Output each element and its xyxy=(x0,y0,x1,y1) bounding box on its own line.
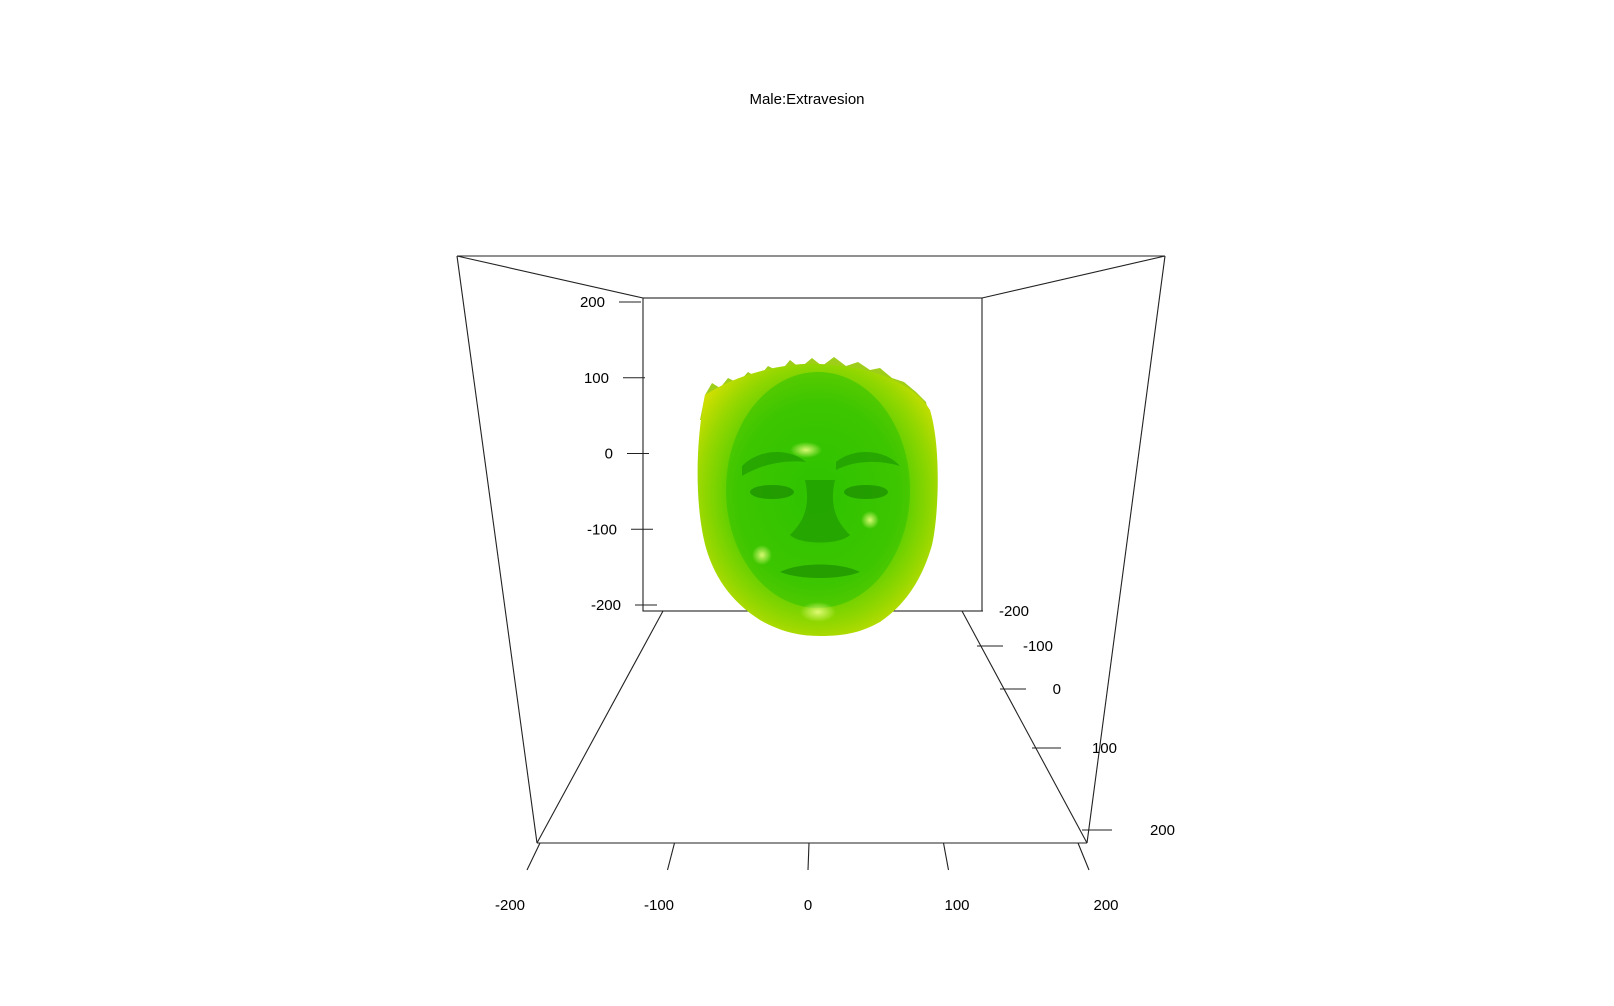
box-edge-tl xyxy=(456,255,644,299)
bounding-box xyxy=(456,255,1166,844)
x-axis-tick xyxy=(807,842,810,871)
x-axis-tick-label: 0 xyxy=(804,897,812,914)
cheek-shine-left xyxy=(752,545,772,565)
box-outer-right xyxy=(1086,255,1166,844)
x-axis-tick xyxy=(526,842,541,871)
z-axis-tick-label: 200 xyxy=(580,294,605,311)
x-axis-tick xyxy=(1077,842,1090,871)
box-edge-br xyxy=(961,610,1088,844)
z-axis-tick-label: -100 xyxy=(587,521,617,538)
y-axis-tick-label: -200 xyxy=(999,603,1029,620)
box-outer-left xyxy=(456,255,538,844)
cheek-shine-right xyxy=(861,511,879,529)
eye-right xyxy=(844,485,888,499)
z-axis-tick-label: 0 xyxy=(605,446,613,463)
nose xyxy=(790,480,850,543)
x-axis-tick-label: -100 xyxy=(644,897,674,914)
chart-title: Male:Extravesion xyxy=(749,91,864,108)
chin-shine xyxy=(800,602,836,622)
z-axis-tick-label: -200 xyxy=(591,597,621,614)
face-surface xyxy=(697,357,938,636)
x-axis-tick xyxy=(666,842,676,871)
x-axis-tick-label: 100 xyxy=(944,897,969,914)
y-axis-tick-label: -100 xyxy=(1023,638,1053,655)
mouth xyxy=(780,564,860,578)
forehead-shine xyxy=(790,442,822,458)
y-axis-tick-label: 200 xyxy=(1150,822,1175,839)
box-edge-bl xyxy=(536,610,664,844)
x-axis-tick-label: 200 xyxy=(1093,897,1118,914)
brow-right xyxy=(836,451,900,470)
x-axis-tick-label: -200 xyxy=(495,897,525,914)
brow-left xyxy=(742,451,806,476)
box-edge-tr xyxy=(981,255,1166,299)
y-axis-tick-label: 0 xyxy=(1053,681,1061,698)
y-axis-tick-label: 100 xyxy=(1092,740,1117,757)
x-axis-tick xyxy=(942,842,950,871)
axis-ticks: -200 -100 0 100 200 -200 -100 0 100 200 -200 -100 0 1… xyxy=(495,294,1175,914)
eye-left xyxy=(750,485,794,499)
z-axis-tick-label: 100 xyxy=(584,370,609,387)
